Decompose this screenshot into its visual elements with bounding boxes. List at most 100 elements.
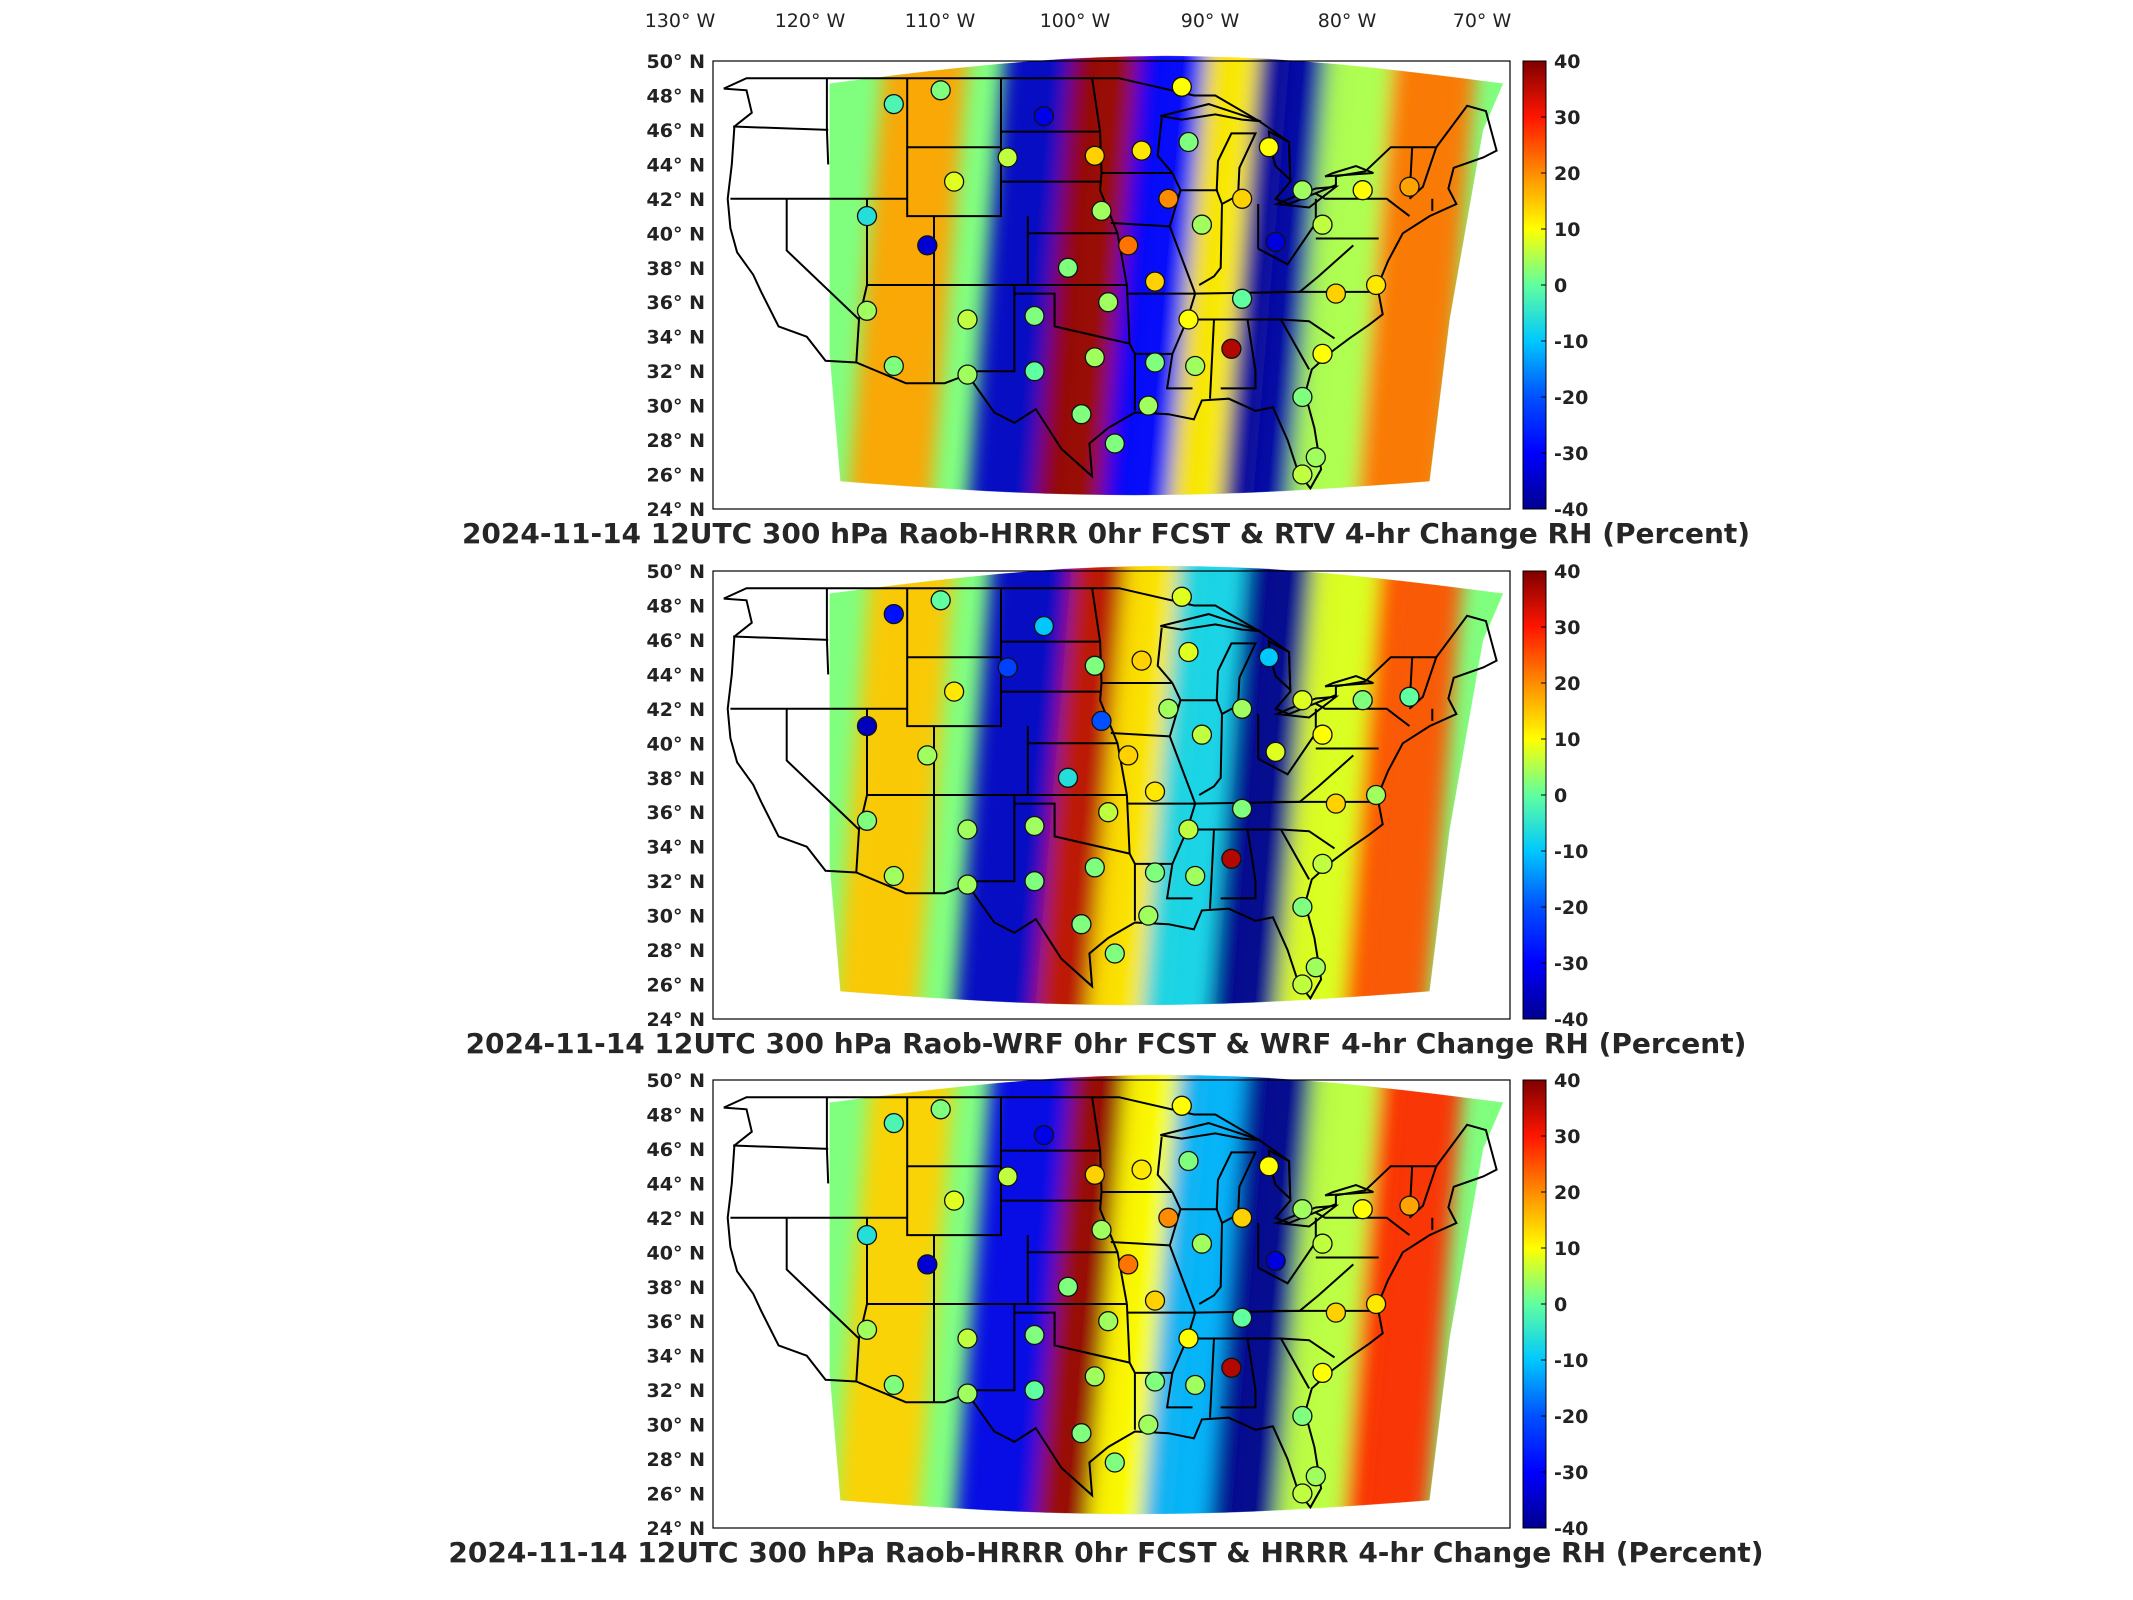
raob-station-marker — [1091, 1219, 1112, 1241]
longitude-label: 120° W — [775, 10, 846, 32]
latitude-label: 46° N — [647, 120, 705, 142]
state-border — [966, 795, 1016, 883]
raob-station-marker — [1352, 690, 1373, 711]
raob-station-marker — [1178, 819, 1199, 840]
raob-station-marker — [1325, 1302, 1347, 1323]
raob-station-marker — [1221, 338, 1242, 359]
raob-station-marker — [1325, 793, 1347, 814]
raob-station-marker — [1365, 1293, 1387, 1315]
state-border — [1110, 732, 1170, 738]
state-border — [1272, 1263, 1354, 1312]
raob-station-marker — [1033, 615, 1055, 637]
state-border — [1198, 1222, 1223, 1305]
state-border — [785, 198, 860, 321]
raob-station-marker — [957, 819, 978, 840]
state-border — [1156, 117, 1174, 174]
rh-band — [1340, 1074, 1465, 1515]
state-border — [966, 1304, 1016, 1392]
latitude-label: 32° N — [647, 361, 705, 383]
latitude-label: 26° N — [647, 1484, 705, 1506]
basemap — [723, 587, 1498, 1001]
raob-station-marker — [1258, 137, 1280, 158]
raob-station-marker — [883, 1112, 904, 1134]
raob-station-marker — [930, 80, 951, 101]
raob-station-marker — [1138, 395, 1159, 416]
raob-station-marker — [1365, 274, 1387, 296]
raob-station-marker — [917, 1254, 938, 1275]
raob-station-marker — [1231, 698, 1253, 719]
colorbar-tick-label: -30 — [1554, 1462, 1588, 1484]
raob-station-marker — [997, 657, 1018, 678]
basemap — [723, 77, 1498, 491]
raob-station-marker — [1024, 305, 1045, 327]
panel-title: 2024-11-14 12UTC 300 hPa Raob-HRRR 0hr F… — [462, 517, 1750, 550]
longitude-labels: 130° W 120° W 110° W 100° W 90° W 80° W 70° W — [645, 10, 1512, 32]
raob-station-marker — [1305, 957, 1326, 978]
raob-station-marker — [1171, 1095, 1192, 1116]
lake-outline — [1160, 613, 1262, 633]
raob-station-marker — [1144, 352, 1166, 373]
raob-station-marker — [1399, 1195, 1420, 1216]
raob-station-marker — [1084, 347, 1105, 368]
state-border — [1014, 292, 1130, 345]
longitude-label: 130° W — [645, 10, 716, 32]
state-border — [1220, 829, 1257, 900]
latitude-label: 24° N — [647, 1518, 705, 1540]
raob-station-marker — [1098, 802, 1119, 823]
raob-station-marker — [1024, 1380, 1045, 1401]
state-border — [1014, 802, 1130, 855]
raob-station-marker — [1131, 650, 1152, 671]
latitude-label: 36° N — [647, 802, 705, 824]
raob-station-marker — [1312, 1233, 1333, 1254]
latitude-label: 34° N — [647, 327, 705, 349]
latitude-label: 40° N — [647, 223, 705, 245]
plot-frame — [712, 1079, 1511, 1529]
raob-station-marker — [1104, 943, 1125, 964]
raob-station-marker — [1144, 1371, 1166, 1392]
raob-station-marker — [943, 681, 965, 702]
raob-station-marker — [1071, 404, 1092, 425]
raob-station-marker — [1098, 1311, 1119, 1332]
raob-station-marker — [1104, 433, 1125, 454]
lake-outline — [1160, 103, 1262, 123]
map-panel: 50° N 48° N 46° N 44° N 42° N 40° N 38° N 36° N… — [466, 561, 1747, 1060]
raob-station-marker — [1312, 214, 1333, 235]
raob-station-marker — [1158, 1207, 1179, 1228]
raob-station-marker — [1365, 784, 1387, 806]
state-border — [1220, 1338, 1257, 1409]
raob-station-marker — [1312, 853, 1333, 875]
state-border — [1014, 1311, 1130, 1364]
latitude-label: 42° N — [647, 189, 705, 211]
lake-outline — [1215, 1151, 1258, 1225]
raob-station-marker — [1091, 200, 1112, 222]
raob-station-marker — [1292, 180, 1313, 201]
raob-station-marker — [1231, 1307, 1253, 1328]
plot-frame — [712, 570, 1511, 1020]
colorbar-tick-label: 40 — [1554, 561, 1580, 583]
raob-station-marker — [1057, 1276, 1079, 1297]
latitude-label: 42° N — [647, 699, 705, 721]
raob-station-marker — [1221, 848, 1242, 869]
raob-station-marker — [1024, 361, 1045, 382]
latitude-label: 48° N — [647, 1105, 705, 1127]
raob-station-marker — [957, 1383, 978, 1404]
colorbar-tick-label: 0 — [1554, 1294, 1567, 1316]
longitude-label: 100° W — [1040, 10, 1111, 32]
raob-station-marker — [1231, 188, 1253, 209]
raob-station-marker — [1071, 1423, 1092, 1444]
colorbar-tick-label: 20 — [1554, 673, 1580, 695]
lake-outline — [1324, 165, 1374, 178]
lake-outline — [1273, 1204, 1340, 1228]
state-border — [906, 78, 1002, 218]
colorbar-tick-label: -10 — [1554, 1350, 1588, 1372]
colorbar-tick-label: 30 — [1554, 617, 1580, 639]
latitude-label: 50° N — [647, 561, 705, 583]
latitude-label: 34° N — [647, 837, 705, 859]
station-markers — [856, 1095, 1420, 1504]
latitude-label: 44° N — [647, 664, 705, 686]
state-border — [1156, 627, 1174, 684]
state-border — [1220, 319, 1257, 390]
state-border — [906, 588, 1002, 728]
state-border — [1272, 244, 1354, 293]
